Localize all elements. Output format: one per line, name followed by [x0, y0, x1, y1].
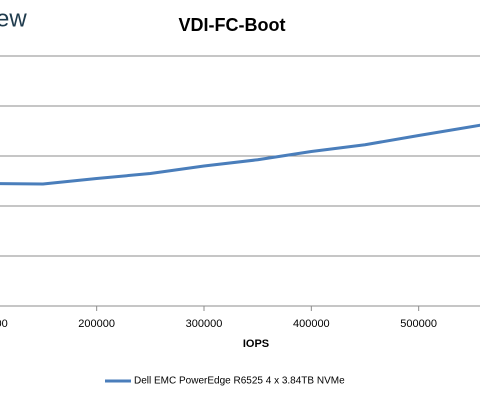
x-tick-label: 300000 — [186, 318, 223, 330]
x-tick-label: 400000 — [293, 318, 330, 330]
x-tick-label: 500000 — [400, 318, 437, 330]
x-tick-label: 100000 — [0, 318, 8, 330]
x-axis-title: IOPS — [243, 338, 269, 350]
logo-text: ew — [0, 5, 27, 32]
legend-label: Dell EMC PowerEdge R6525 4 x 3.84TB NVMe — [134, 376, 345, 387]
series-line — [0, 123, 480, 186]
x-tick-label: 200000 — [78, 318, 115, 330]
chart-title: VDI-FC-Boot — [179, 15, 286, 35]
